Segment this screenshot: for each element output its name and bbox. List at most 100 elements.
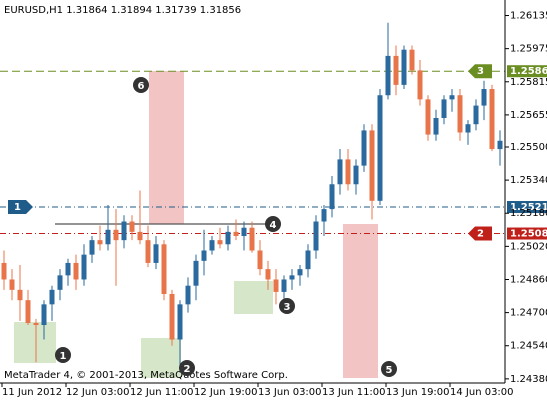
zone — [343, 224, 378, 378]
candle-body — [385, 55, 391, 96]
y-tick-label: 1.25975 — [510, 44, 547, 55]
candle-body — [409, 49, 415, 71]
y-tick-label: 1.24860 — [510, 274, 547, 285]
candle-body — [361, 130, 367, 166]
candle-body — [273, 279, 279, 292]
y-tick-label: 1.24700 — [510, 308, 547, 319]
level-tag — [8, 200, 33, 215]
candle-body — [337, 159, 343, 185]
candle-body — [145, 240, 151, 263]
candle-body — [129, 221, 135, 232]
y-tick-label: 1.24540 — [510, 341, 547, 352]
y-tick-label: 1.26135 — [510, 11, 547, 22]
candle-body — [297, 269, 303, 276]
annotation-marker — [179, 360, 195, 376]
level-label: 1.25210 — [510, 202, 547, 213]
candle-body — [369, 130, 375, 201]
candle-body — [153, 244, 159, 263]
x-tick-label: 13 Jun 03:00 — [258, 387, 322, 398]
level-label-box — [507, 201, 547, 214]
candle-body — [73, 262, 79, 280]
annotation-label: 6 — [138, 81, 145, 92]
level-tag — [468, 64, 492, 79]
candle-body — [441, 99, 447, 119]
y-tick-label: 1.25815 — [510, 77, 547, 88]
candle-body — [433, 118, 439, 135]
candle-body — [313, 221, 319, 251]
footer: MetaTrader 4, © 2001-2013, MetaQuotes So… — [4, 370, 288, 381]
candle-body — [489, 89, 495, 150]
candle-body — [121, 221, 127, 241]
zone — [14, 322, 56, 363]
candle-body — [9, 279, 15, 290]
annotation-marker — [265, 216, 281, 232]
candle-body — [137, 231, 143, 241]
candle-body — [233, 231, 239, 237]
y-tick-label: 1.25655 — [510, 110, 547, 121]
level-tag — [468, 226, 492, 241]
candle-body — [457, 95, 463, 133]
candle-body — [321, 209, 327, 222]
candle-body — [25, 300, 31, 323]
candle-body — [33, 322, 39, 326]
y-tick-label: 1.25340 — [510, 175, 547, 186]
x-tick-label: 12 Jun 03:00 — [66, 387, 130, 398]
chart-title: EURUSD,H1 1.31864 1.31894 1.31739 1.3185… — [4, 5, 241, 16]
annotations: 1 2 3 4 5 6 — [55, 77, 397, 377]
candle-body — [97, 240, 103, 245]
candle-body — [65, 262, 71, 276]
candle-body — [49, 289, 55, 305]
level-tag-label: 3 — [477, 66, 484, 77]
candle-body — [345, 159, 351, 185]
candle-body — [105, 229, 111, 245]
candle-body — [161, 244, 167, 294]
annotation-label: 5 — [386, 365, 393, 376]
candle-body — [201, 250, 207, 261]
y-tick-label: 1.25500 — [510, 142, 547, 153]
candle-body — [81, 254, 87, 280]
candle-body — [281, 279, 287, 292]
candle-body — [289, 275, 295, 280]
candle-body — [473, 105, 479, 125]
candle-body — [329, 184, 335, 210]
x-tick-label: 13 Jun 19:00 — [386, 387, 450, 398]
candle-body — [57, 275, 63, 290]
candles — [1, 22, 503, 373]
candle-body — [89, 240, 95, 255]
zone — [141, 338, 181, 378]
candle-body — [217, 240, 223, 245]
annotation-marker — [133, 77, 149, 93]
level-tag-label: 2 — [477, 229, 484, 240]
annotation-marker — [381, 361, 397, 377]
level-label-box — [507, 227, 547, 240]
candle-body — [17, 289, 23, 301]
candle-body — [193, 260, 199, 286]
level-tag-label: 1 — [14, 202, 21, 213]
candle-body — [241, 227, 247, 237]
annotation-label: 4 — [270, 220, 277, 231]
zone — [234, 281, 273, 314]
x-tick-label: 12 Jun 19:00 — [194, 387, 258, 398]
x-tick-label: 14 Jun 03:00 — [450, 387, 514, 398]
annotation-label: 3 — [284, 302, 291, 313]
annotation-label: 2 — [184, 364, 191, 375]
candle-body — [225, 231, 231, 245]
candle-body — [497, 140, 503, 150]
candle-body — [449, 95, 455, 100]
y-tick-label: 1.25180 — [510, 208, 547, 219]
level-label: 1.25866 — [510, 66, 547, 77]
level-label-box — [507, 65, 547, 78]
candle-body — [177, 304, 183, 340]
candle-body — [393, 55, 399, 85]
candle-body — [417, 70, 423, 100]
zone — [149, 71, 184, 224]
x-tick-label: 13 Jun 11:00 — [322, 387, 386, 398]
candle-body — [305, 250, 311, 270]
candle-body — [353, 165, 359, 185]
y-tick-label: 1.24380 — [510, 374, 547, 385]
candle-body — [209, 240, 215, 251]
annotation-marker — [55, 347, 71, 363]
